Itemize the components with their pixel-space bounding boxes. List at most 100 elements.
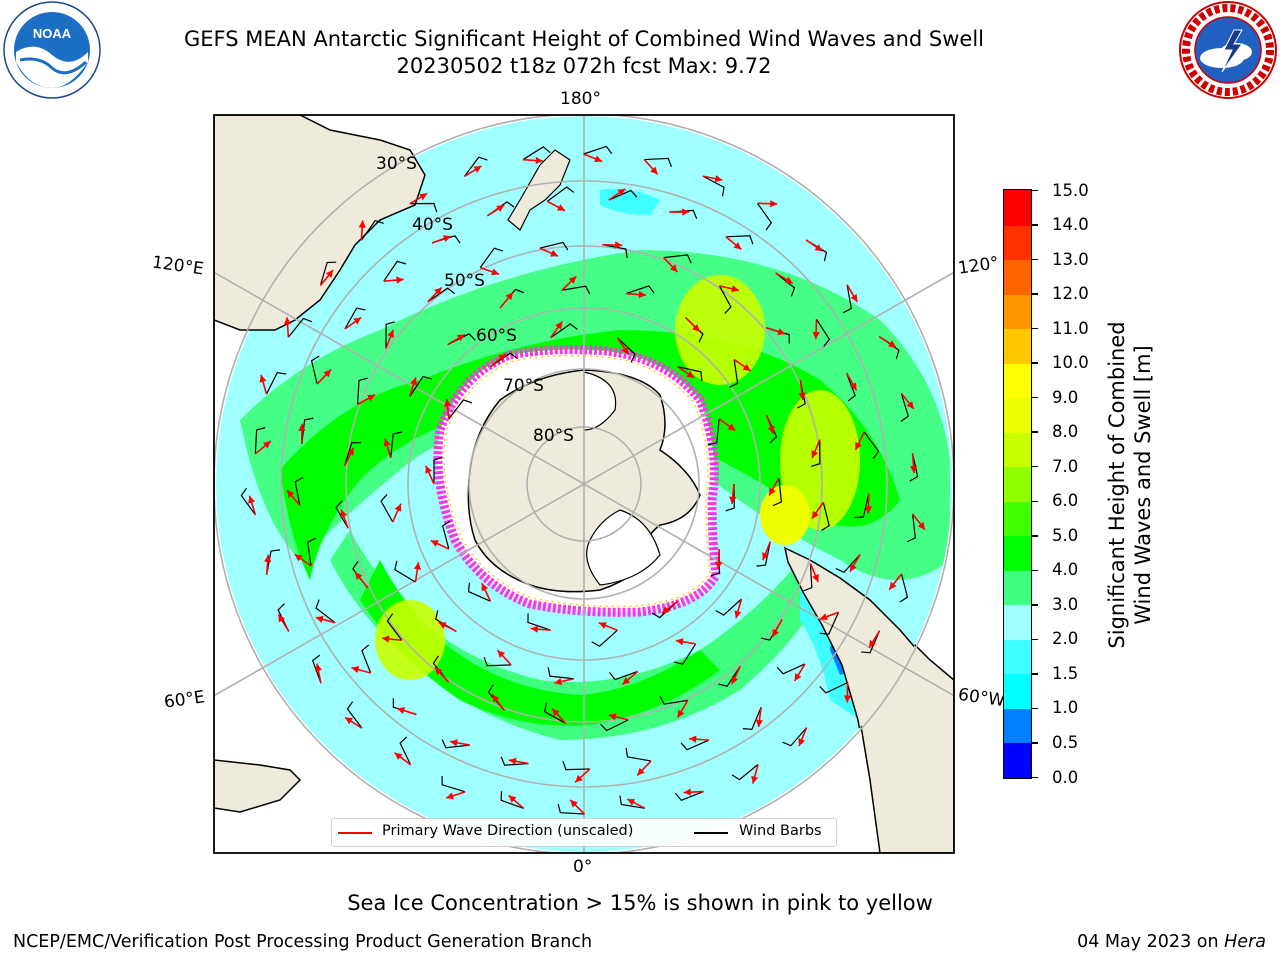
wave-arrow-head [491,268,500,276]
colorbar-tick-label: 8.0 [1052,422,1079,442]
chart-title: GEFS MEAN Antarctic Significant Height o… [183,27,985,51]
colorbar-segment [1004,190,1031,226]
colorbar-segment [1004,742,1031,778]
wind-barb [821,502,830,531]
wave-arrow-head [622,677,631,685]
wind-barb [287,317,313,338]
wave-arrow-head [727,423,736,431]
wind-barb [561,285,591,295]
wave-arrow-head [812,574,819,583]
wave-arrow-head [557,204,566,211]
wave-arrow-head [505,292,513,301]
wave-arrow-head [434,287,442,296]
wind-barb [819,682,848,694]
chart-subtitle: 20230502 t18z 072h fcst Max: 9.72 [396,54,772,78]
wave-arrow-head [394,503,402,512]
wind-barb [843,284,852,314]
wind-barb [433,456,443,485]
wind-barb [315,599,336,624]
wind-barb [346,701,363,729]
wind-barb [673,643,697,665]
colorbar-segment [1004,673,1031,709]
wave-arrow-head [769,487,776,496]
wind-barb [356,377,368,405]
wave-arrow-head [621,346,629,355]
wind-barb [500,756,529,766]
wave-arrow-head [869,639,876,648]
wave-arrow-head [396,276,404,284]
wave-arrow-head [481,583,489,592]
wave-arrow-head [729,496,737,504]
wave-arrow-head [683,788,691,796]
barb-legend-swatch [694,832,728,834]
colorbar-segment [1004,432,1031,468]
wave-arrow-head [347,447,354,456]
wave-arrow-head [770,200,778,208]
wave-arrow-head [650,166,658,175]
colorbar-segment [1004,328,1031,364]
wind-barb [616,337,636,363]
wind-barb [522,146,551,161]
wave-arrow-head [394,752,403,760]
colorbar-segment [1004,466,1031,502]
wind-barb [725,483,735,512]
wind-barb [742,707,762,731]
wave-arrow-head [498,353,506,362]
wave-arrow-head [473,166,482,173]
colorbar-segment [1004,397,1031,433]
wave-arrow-head [731,676,739,685]
wave-arrow-head [434,667,443,676]
wind-barb [810,439,821,468]
sea-ice-caption: Sea Ice Concentration > 15% is shown in … [347,891,933,915]
wave-arrow-head [864,506,873,514]
wind-barb [644,157,672,167]
footer-right: 04 May 2023 on Hera [1077,932,1266,952]
colorbar-tick [1032,569,1038,572]
colorbar-segment [1004,501,1031,537]
colorbar-title: Significant Height of Combined Wind Wave… [1104,321,1156,648]
wind-barb [776,663,806,675]
wave-arrow-head [819,613,828,621]
wind-barb [361,644,372,674]
colorbar-tick [1032,742,1038,744]
wind-barb [775,272,796,297]
wind-barb [360,219,384,241]
wave-arrow-head [381,635,390,643]
colorbar-segment [1004,639,1031,675]
colorbar-segment [1004,294,1031,330]
wave-arrow-head [617,188,626,196]
wave-arrow-head [355,572,363,581]
wave-arrow-head [456,334,465,342]
colorbar-tick-label: 6.0 [1052,491,1079,511]
wave-arrow-head [772,629,780,638]
colorbar-tick-label: 12.0 [1052,284,1089,304]
wind-barb [301,417,314,444]
wave-arrow-head [438,622,447,629]
wave-arrow-head [419,193,428,201]
colorbar-tick-label: 10.0 [1052,353,1089,373]
wind-barb [782,727,808,747]
wind-barb [240,487,256,516]
wind-barb [427,287,455,303]
wind-barb [677,366,703,381]
wave-arrow-head [387,329,395,338]
lat-label-50s: 50°S [444,271,485,291]
colorbar-tick-label: 4.0 [1052,560,1079,580]
wind-barb [390,431,403,458]
wave-arrow-head [446,792,455,800]
colorbar-tick [1032,465,1038,468]
wave-arrow-head [450,739,458,747]
wind-barb [845,372,856,402]
wave-arrow-head [570,799,578,808]
wave-arrow-head [689,735,697,743]
wind-barb [344,307,366,330]
colorbar-tick [1032,189,1038,192]
wave-arrow-head [554,677,563,686]
wind-barb [909,453,919,482]
wave-arrow-head [550,249,559,257]
wave-arrow-head [627,799,636,806]
wave-arrow-head [669,264,678,273]
footer-date: 04 May 2023 on [1077,932,1225,952]
wave-legend-label: Primary Wave Direction (unscaled) [382,823,634,839]
wave-arrow-head [855,442,862,451]
